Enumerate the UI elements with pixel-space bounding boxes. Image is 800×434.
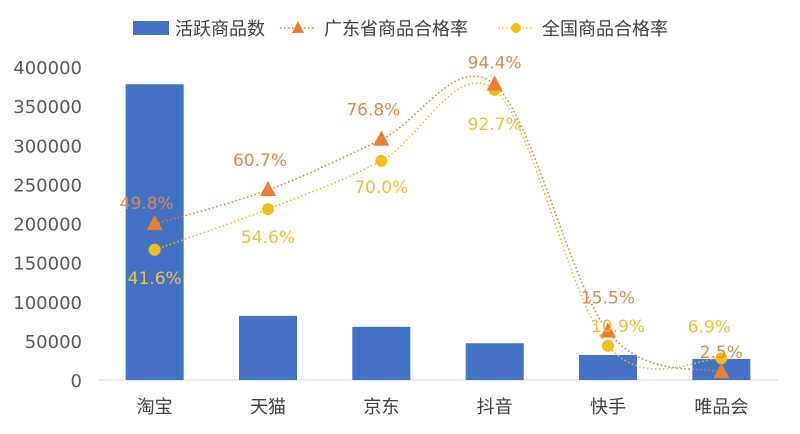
legend-label: 活跃商品数 — [175, 19, 265, 40]
legend-circle-icon — [511, 23, 521, 33]
legend-label: 广东省商品合格率 — [324, 19, 468, 40]
bar — [465, 343, 524, 380]
circle-marker — [715, 352, 728, 365]
data-label: 92.7% — [468, 115, 522, 135]
y-tick-label: 300000 — [13, 136, 82, 157]
circle-marker — [375, 154, 388, 167]
y-tick-label: 0 — [71, 371, 82, 392]
y-tick-label: 100000 — [13, 293, 82, 314]
y-tick-label: 250000 — [13, 175, 82, 196]
triangle-marker — [146, 215, 163, 231]
bar — [352, 326, 411, 380]
data-label: 60.7% — [233, 151, 287, 171]
data-label: 15.5% — [581, 288, 635, 308]
data-label: 10.9% — [591, 317, 645, 337]
x-tick-label: 天猫 — [250, 397, 286, 418]
y-tick-label: 50000 — [25, 332, 82, 353]
data-label: 49.8% — [120, 194, 174, 214]
x-tick-label: 京东 — [363, 397, 399, 418]
circle-marker — [148, 243, 161, 256]
data-label: 54.6% — [241, 228, 295, 248]
bar — [579, 354, 637, 380]
x-tick-label: 抖音 — [477, 397, 513, 418]
legend-swatch-bar — [133, 21, 169, 35]
y-tick-label: 400000 — [13, 58, 82, 79]
data-label: 2.5% — [700, 343, 743, 363]
triangle-marker — [260, 181, 276, 197]
data-label: 76.8% — [346, 101, 400, 121]
bar — [239, 315, 297, 380]
data-label: 6.9% — [688, 317, 731, 337]
bar — [125, 84, 184, 380]
y-tick-label: 150000 — [13, 254, 82, 275]
triangle-marker — [713, 363, 730, 379]
triangle-marker — [373, 130, 390, 146]
legend-label: 全国商品合格率 — [542, 19, 668, 40]
x-tick-label: 淘宝 — [137, 397, 173, 418]
data-label: 70.0% — [354, 178, 408, 198]
data-label: 94.4% — [468, 54, 522, 74]
circle-marker — [602, 339, 614, 352]
triangle-marker — [486, 75, 503, 91]
triangle-marker — [600, 322, 616, 338]
y-tick-label: 350000 — [13, 97, 82, 118]
y-tick-label: 200000 — [13, 215, 82, 236]
x-tick-label: 快手 — [590, 397, 626, 418]
circle-marker — [262, 203, 274, 216]
x-tick-label: 唯品会 — [694, 397, 748, 418]
legend-triangle-icon — [292, 21, 304, 33]
data-label: 41.6% — [128, 269, 182, 289]
